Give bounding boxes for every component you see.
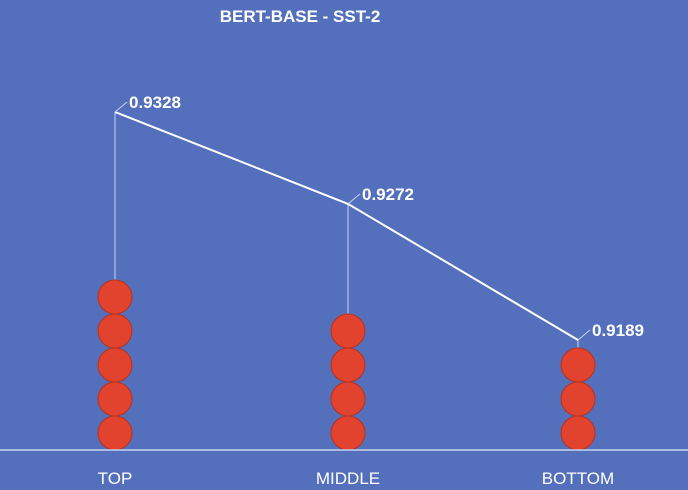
- category-label-middle: MIDDLE: [316, 469, 380, 488]
- category-label-top: TOP: [98, 469, 133, 488]
- marker-middle-4: [330, 313, 366, 349]
- value-label-middle: 0.9272: [362, 185, 414, 204]
- marker-top-4: [97, 313, 133, 349]
- marker-top-3: [97, 347, 133, 383]
- category-label-bottom: BOTTOM: [542, 469, 614, 488]
- marker-middle-3: [330, 347, 366, 383]
- marker-stacks: [97, 279, 596, 451]
- marker-bottom-1: [560, 415, 596, 451]
- marker-middle-1: [330, 415, 366, 451]
- marker-top-5: [97, 279, 133, 315]
- value-label-top: 0.9328: [129, 93, 181, 112]
- chart-title: BERT-BASE - SST-2: [220, 7, 381, 26]
- value-label-bottom: 0.9189: [592, 321, 644, 340]
- marker-middle-2: [330, 381, 366, 417]
- category-labels: TOP MIDDLE BOTTOM: [98, 469, 615, 488]
- value-labels: 0.9328 0.9272 0.9189: [114, 93, 644, 341]
- label-leader-bottom: [577, 329, 591, 341]
- marker-bottom-3: [560, 347, 596, 383]
- label-leader-middle: [347, 193, 361, 205]
- series-line: [114, 111, 579, 341]
- marker-top-2: [97, 381, 133, 417]
- marker-bottom-2: [560, 381, 596, 417]
- marker-top-1: [97, 415, 133, 451]
- label-leader-top: [114, 101, 128, 113]
